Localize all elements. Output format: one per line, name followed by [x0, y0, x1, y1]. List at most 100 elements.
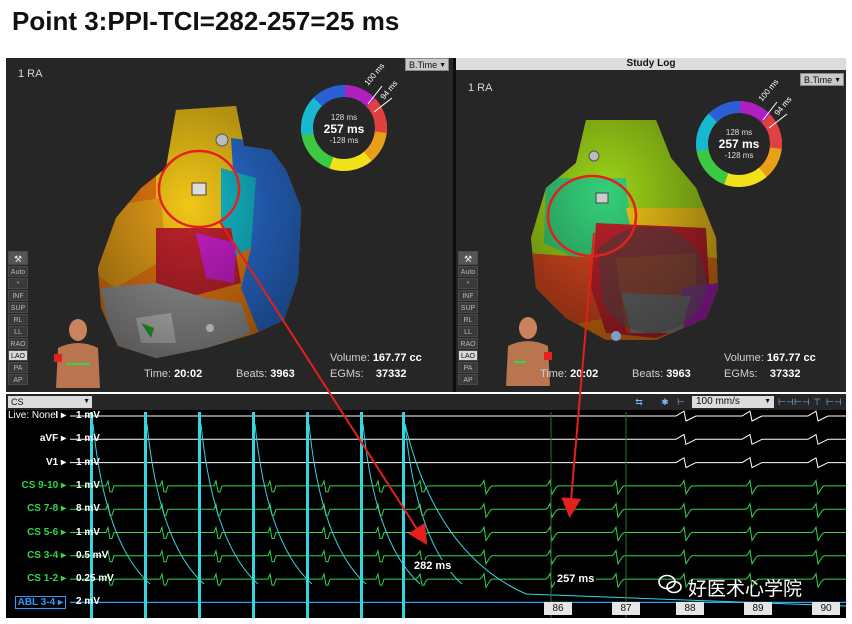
electrogram-panel[interactable]: CS ▼ ⇆ ✱ ⊢ 100 mm/s ▼ ⊢⊣ ⊢⊣ ⊤ ⊢⊣ Live: Non…	[6, 394, 846, 618]
volume-label: Volume:	[724, 352, 764, 364]
right-map-panel[interactable]: Study Log 1 RA B.Time ▼	[456, 58, 846, 392]
ppi-measurement: 282 ms	[412, 560, 454, 572]
beat-number[interactable]: 87	[612, 602, 640, 615]
egms-value: 37332	[769, 368, 801, 380]
view-button-rao[interactable]: RAO	[8, 338, 28, 349]
body-orientation-icon	[54, 319, 100, 388]
view-select-value: B.Time	[804, 75, 833, 85]
view-button-rl[interactable]: RL	[8, 314, 28, 325]
beat-number[interactable]: 89	[744, 602, 772, 615]
view-button-rao[interactable]: RAO	[458, 338, 478, 349]
view-button-pa[interactable]: PA	[8, 362, 28, 373]
channel-group-select[interactable]: CS ▼	[8, 396, 92, 408]
view-button-rl[interactable]: RL	[458, 314, 478, 325]
channel-label-cs78[interactable]: CS 7-8 ▸	[27, 503, 66, 515]
view-button-inf[interactable]: INF	[8, 290, 28, 301]
right-anatomy-map[interactable]: 100 ms 94 ms	[456, 58, 846, 392]
volume-label: Volume:	[330, 352, 370, 364]
beat-number[interactable]: 90	[812, 602, 840, 615]
left-map-surface	[98, 106, 301, 358]
view-button-ll[interactable]: LL	[458, 326, 478, 337]
egms-stat: EGMs: 37332	[330, 368, 406, 380]
channel-label-i[interactable]: I ▸	[55, 410, 66, 421]
channel-label-cs12[interactable]: CS 1-2 ▸	[27, 573, 66, 585]
catheter-point	[588, 150, 600, 162]
sweep-speed-select[interactable]: 100 mm/s ▼	[692, 396, 774, 408]
channel-label-cs56[interactable]: CS 5-6 ▸	[27, 526, 66, 538]
view-button-pa[interactable]: PA	[458, 362, 478, 373]
ring-max: 128 ms	[330, 113, 358, 122]
ring-tag-2: 94 ms	[379, 79, 400, 101]
view-button-[interactable]: *	[8, 278, 28, 289]
channel-scale: 0.5 mV	[76, 549, 109, 561]
view-sidebar: ⚒ Auto * INF SUP RL LL RAO LAO PA AP	[8, 251, 30, 386]
hammer-tool-button[interactable]: ⚒	[8, 251, 28, 265]
h-caliper-icon[interactable]: ⊢⊣	[794, 397, 810, 407]
view-button-sup[interactable]: SUP	[8, 302, 28, 313]
trace-cs56	[70, 525, 846, 542]
view-button-ll[interactable]: LL	[8, 326, 28, 337]
view-select[interactable]: B.Time ▼	[800, 73, 844, 86]
ring-readout: 128 ms 257 ms -128 ms	[709, 128, 769, 160]
beats-stat: Beats: 3963	[632, 368, 691, 380]
trace-cs34	[70, 548, 846, 566]
left-map-panel[interactable]: 1 RA B.Time ▼	[6, 58, 453, 392]
volume-stat: Volume: 167.77 cc	[724, 352, 816, 364]
hammer-tool-button[interactable]: ⚒	[458, 251, 478, 265]
channel-scale: 0.25 mV	[76, 573, 114, 585]
measure-icon[interactable]: ⊢	[677, 397, 685, 407]
channel-label-cs34[interactable]: CS 3-4 ▸	[27, 549, 66, 561]
view-button-inf[interactable]: INF	[458, 290, 478, 301]
beat-number[interactable]: 86	[544, 602, 572, 615]
watermark: 好医术心学院	[688, 578, 803, 600]
h-caliper-icon[interactable]: ⊢⊣	[826, 397, 842, 407]
channel-scale: 1 mV	[76, 433, 100, 445]
catheter-point	[595, 192, 609, 204]
view-button-[interactable]: *	[458, 278, 478, 289]
view-select-value: B.Time	[409, 60, 438, 70]
channel-scale: 8 mV	[76, 503, 100, 515]
view-button-lao[interactable]: LAO	[8, 350, 28, 361]
egms-label: EGMs:	[724, 368, 758, 380]
timing-color-ring	[300, 85, 393, 171]
pacing-artifact	[402, 412, 405, 618]
channel-label-abl34[interactable]: ABL 3-4 ▸	[14, 596, 66, 610]
marker-icon[interactable]: ✱	[661, 397, 669, 407]
view-button-lao[interactable]: LAO	[458, 350, 478, 361]
channel-labels: I ▸ aVF ▸ V1 ▸ CS 9-10 ▸ CS 7-8 ▸ CS 5-6 ▸ CS …	[6, 394, 70, 618]
time-stat: Time: 20:02	[144, 368, 202, 380]
beats-value: 3963	[666, 368, 691, 380]
view-button-auto[interactable]: Auto	[8, 266, 28, 277]
pacing-artifact	[360, 412, 363, 618]
channel-label-v1[interactable]: V1 ▸	[45, 456, 66, 468]
trace-i	[70, 410, 846, 422]
view-sidebar: ⚒ Auto * INF SUP RL LL RAO LAO PA AP	[458, 251, 480, 386]
pacing-artifact	[306, 412, 309, 618]
time-value: 20:02	[174, 368, 203, 380]
ring-tag-2: 94 ms	[773, 95, 794, 117]
time-value: 20:02	[570, 368, 599, 380]
view-select[interactable]: B.Time ▼	[405, 58, 449, 71]
volume-value: 167.77 cc	[766, 352, 816, 364]
catheter-point	[206, 324, 214, 332]
view-button-ap[interactable]: AP	[458, 374, 478, 385]
chevron-down-icon: ▼	[439, 62, 446, 69]
pacing-decay	[200, 423, 259, 585]
view-button-sup[interactable]: SUP	[458, 302, 478, 313]
beats-value: 3963	[270, 368, 295, 380]
h-caliper-icon[interactable]: ⊢⊣	[778, 397, 794, 407]
channel-label-avf[interactable]: aVF ▸	[39, 433, 66, 445]
channel-label-cs910[interactable]: CS 9-10 ▸	[21, 479, 66, 491]
trace-avf	[70, 433, 846, 446]
view-button-ap[interactable]: AP	[8, 374, 28, 385]
pacing-artifact	[90, 412, 93, 618]
left-anatomy-map[interactable]: 100 ms 94 ms	[6, 58, 453, 392]
t-marker-icon[interactable]: ⊤	[813, 397, 821, 407]
pacing-artifact	[144, 412, 147, 618]
beat-number[interactable]: 88	[676, 602, 704, 615]
ring-range: 257 ms	[323, 122, 365, 136]
pacing-artifact	[198, 412, 201, 618]
calipers-icon[interactable]: ⇆	[635, 397, 643, 407]
panel-divider[interactable]	[453, 58, 456, 392]
view-button-auto[interactable]: Auto	[458, 266, 478, 277]
